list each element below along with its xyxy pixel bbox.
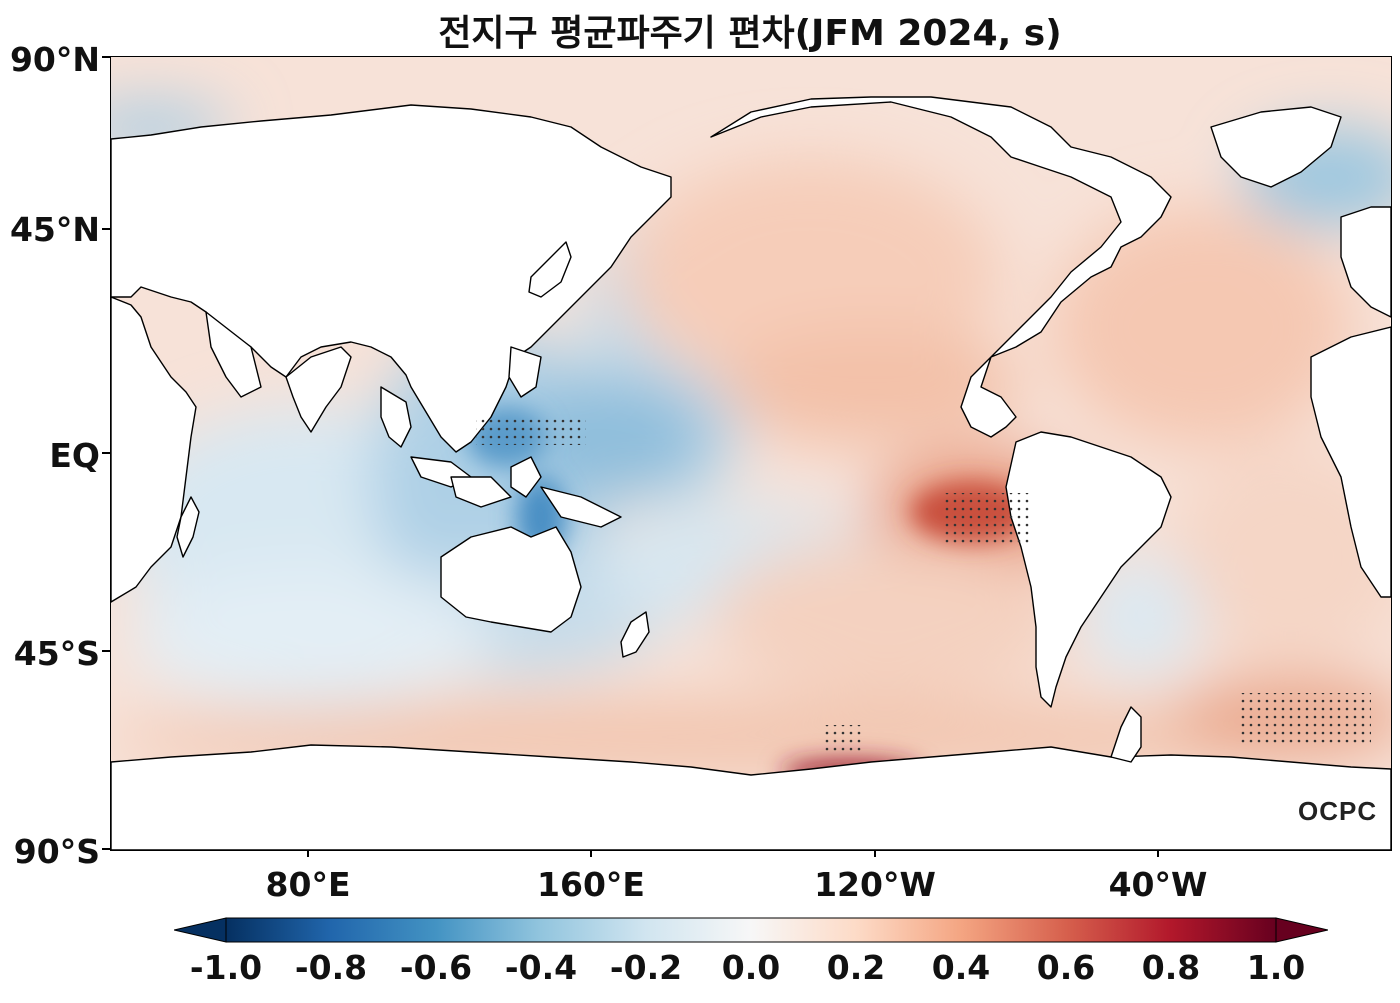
africa-west-land: [1310, 326, 1391, 598]
stipple-southern-ocean: [823, 725, 863, 753]
lat-label-eq: EQ: [49, 436, 100, 475]
lat-tick: [102, 650, 110, 652]
lon-label-120w: 120°W: [814, 865, 936, 904]
stipple-southeast-pacific: [943, 493, 1031, 543]
lat-label-90n: 90°N: [9, 40, 100, 79]
indochina-land: [380, 386, 412, 448]
madagascar-land: [176, 496, 200, 558]
map-title: 전지구 평균파주기 편차(JFM 2024, s): [438, 13, 1062, 54]
colorbar-tick-label: 0.0: [721, 948, 781, 987]
lon-label-40w: 40°W: [1108, 865, 1208, 904]
lon-label-160e: 160°E: [537, 865, 645, 904]
ocpc-logo: OCPC: [1298, 796, 1378, 826]
africa-land: [111, 296, 197, 603]
antarctica-land: [111, 744, 1391, 850]
lon-tick: [307, 849, 309, 857]
land-masses: [111, 96, 1391, 850]
lon-label-80e: 80°E: [265, 865, 351, 904]
colorbar-tick-label: -0.2: [609, 948, 683, 987]
lat-label-45s: 45°S: [13, 634, 100, 673]
colorbar-gradient: [225, 917, 1277, 943]
stipple-south-atlantic: [1241, 693, 1371, 743]
significance-stipples: [476, 415, 1371, 753]
lat-tick: [102, 452, 110, 454]
india-land: [285, 346, 352, 433]
lon-tick: [590, 849, 592, 857]
lat-label-45n: 45°N: [9, 210, 100, 249]
south-america-land: [1005, 431, 1172, 708]
new-zealand-land: [620, 611, 650, 658]
lat-tick: [102, 848, 110, 850]
philippines-land: [508, 346, 542, 398]
europe-land: [1340, 206, 1391, 318]
borneo-land: [450, 476, 512, 508]
colorbar-tick-label: -1.0: [189, 948, 263, 987]
map-panel: [110, 56, 1392, 851]
australia-land: [440, 526, 582, 633]
north-america-land: [710, 96, 1172, 438]
colorbar-tick-label: -0.4: [504, 948, 578, 987]
colorbar: [174, 917, 1328, 943]
lat-label-90s: 90°S: [13, 832, 100, 871]
arabia-land: [205, 311, 262, 398]
greenland-land: [1210, 106, 1342, 188]
colorbar-tick-label: 0.4: [931, 948, 991, 987]
new-guinea-land: [540, 486, 622, 528]
lat-tick: [102, 56, 110, 58]
sulawesi-land: [510, 456, 542, 498]
colorbar-tick-label: 0.6: [1036, 948, 1096, 987]
stipple-west-pacific: [476, 415, 586, 445]
colorbar-tick-label: 0.8: [1141, 948, 1201, 987]
lon-tick: [1157, 849, 1159, 857]
anomaly-map: [111, 57, 1391, 850]
colorbar-tick-label: 0.2: [826, 948, 886, 987]
lat-tick: [102, 228, 110, 230]
colorbar-tick-label: -0.8: [294, 948, 368, 987]
antarctic-peninsula-land: [1110, 706, 1142, 763]
colorbar-min-extend: [174, 917, 227, 943]
colorbar-max-extend: [1275, 917, 1328, 943]
lon-tick: [874, 849, 876, 857]
japan-land: [528, 241, 572, 298]
colorbar-tick-label: 1.0: [1246, 948, 1306, 987]
colorbar-tick-label: -0.6: [399, 948, 473, 987]
